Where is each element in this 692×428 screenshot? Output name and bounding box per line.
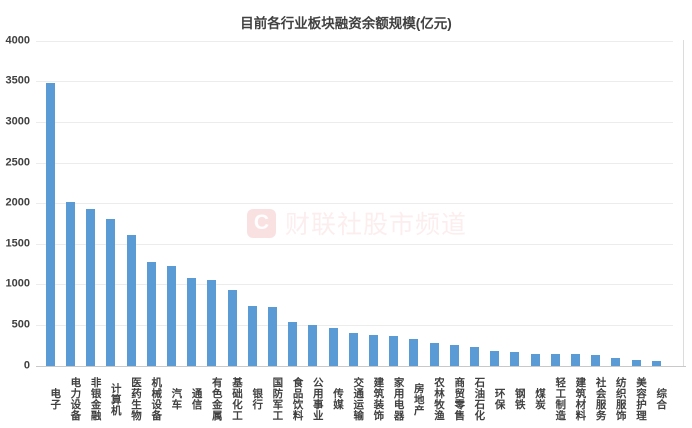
x-axis-category-label: 食品饮料 — [291, 377, 304, 421]
x-axis-category-label: 计算机 — [109, 382, 122, 416]
bar-建筑装饰 — [368, 335, 378, 366]
y-axis-tick-label: 4000 — [5, 34, 30, 47]
y-axis-tick-label: 3000 — [5, 115, 30, 128]
y-axis-tick-label: 1500 — [5, 237, 30, 250]
bar-石油石化 — [469, 346, 479, 366]
x-axis-category-label: 房地产 — [412, 382, 425, 416]
x-axis-category-label: 轻工制造 — [554, 377, 567, 421]
bar-医药生物 — [126, 234, 136, 366]
x-axis-category-label: 国防军工 — [271, 377, 284, 421]
y-gridline — [36, 203, 673, 205]
x-axis-category-label: 有色金属 — [210, 377, 223, 421]
bar-汽车 — [166, 265, 176, 366]
watermark: C 财联社股市频道 — [247, 205, 467, 241]
bar-国防军工 — [267, 307, 277, 366]
x-axis-category-label: 电子 — [49, 388, 62, 410]
x-axis-category-label: 交通运输 — [352, 377, 365, 421]
y-axis-tick-label: 2000 — [5, 196, 30, 209]
x-axis-category-label: 医药生物 — [130, 377, 142, 421]
x-axis-category-label: 建筑装饰 — [372, 377, 385, 421]
bar-煤炭 — [530, 353, 540, 366]
bar-食品饮料 — [288, 322, 298, 366]
watermark-text: 财联社股市频道 — [285, 211, 468, 239]
bar-公用事业 — [308, 324, 318, 366]
bar-家用电器 — [389, 336, 399, 366]
x-axis-category-label: 环保 — [493, 388, 506, 410]
x-axis-category-label: 非银金融 — [89, 377, 102, 421]
bar-农林牧渔 — [429, 342, 439, 366]
x-axis-category-label: 电力设备 — [69, 377, 82, 421]
x-axis-category-label: 美容护理 — [635, 377, 647, 421]
x-axis-category-label: 建筑材料 — [574, 377, 587, 421]
bar-交通运输 — [348, 333, 358, 366]
x-axis-category-label: 综合 — [655, 388, 668, 410]
bar-建筑材料 — [570, 353, 580, 366]
x-axis-category-label: 农林牧渔 — [433, 377, 445, 421]
x-axis-category-label: 传媒 — [332, 388, 344, 410]
y-gridline — [36, 81, 673, 83]
y-gridline — [36, 162, 673, 164]
y-axis-tick-label: 500 — [11, 318, 30, 331]
x-axis-category-label: 社会服务 — [594, 377, 607, 421]
y-gridline — [36, 243, 673, 245]
bar-电力设备 — [65, 201, 75, 366]
y-axis-tick-label: 1000 — [5, 277, 30, 290]
x-axis-category-label: 石油石化 — [473, 377, 486, 421]
plot-right-border — [683, 40, 684, 366]
x-axis-category-label: 钢铁 — [513, 388, 526, 410]
y-gridline — [36, 325, 673, 327]
x-axis-category-label: 基础化工 — [231, 377, 243, 421]
x-axis-category-label: 煤炭 — [534, 388, 546, 410]
bar-商贸零售 — [449, 345, 459, 366]
bar-纺织服饰 — [611, 357, 621, 366]
bar-传媒 — [328, 327, 338, 366]
x-axis-category-label: 机械设备 — [150, 377, 163, 421]
y-gridline — [36, 40, 673, 42]
bar-环保 — [490, 351, 500, 366]
x-axis-category-label: 纺织服饰 — [614, 377, 627, 421]
bar-综合 — [651, 361, 661, 366]
x-axis-category-label: 公用事业 — [311, 377, 324, 421]
bar-基础化工 — [227, 290, 237, 366]
bar-房地产 — [409, 338, 419, 366]
bar-钢铁 — [510, 352, 520, 366]
bar-轻工制造 — [550, 353, 560, 366]
bar-电子 — [45, 82, 55, 366]
bar-美容护理 — [631, 359, 641, 366]
chart-title: 目前各行业板块融资余额规模(亿元) — [240, 16, 452, 31]
bar-有色金属 — [207, 279, 217, 366]
y-axis-tick-label: 3500 — [5, 74, 30, 87]
bar-银行 — [247, 305, 257, 366]
x-axis-category-label: 通信 — [190, 388, 203, 410]
bar-通信 — [187, 277, 197, 366]
x-axis-category-label: 家用电器 — [392, 377, 405, 421]
bar-非银金融 — [86, 208, 96, 366]
x-axis-category-label: 汽车 — [170, 388, 183, 410]
bar-社会服务 — [591, 355, 601, 366]
x-axis-category-label: 银行 — [251, 388, 264, 410]
bar-计算机 — [106, 219, 116, 366]
y-axis-tick-label: 0 — [23, 359, 30, 372]
cailianshe-logo-icon: C — [247, 208, 276, 238]
x-axis-line — [36, 365, 686, 367]
y-gridline — [36, 121, 673, 123]
y-gridline — [36, 284, 673, 286]
bar-机械设备 — [146, 261, 156, 366]
y-axis-tick-label: 2500 — [5, 156, 30, 169]
x-axis-category-label: 商贸零售 — [453, 377, 466, 421]
